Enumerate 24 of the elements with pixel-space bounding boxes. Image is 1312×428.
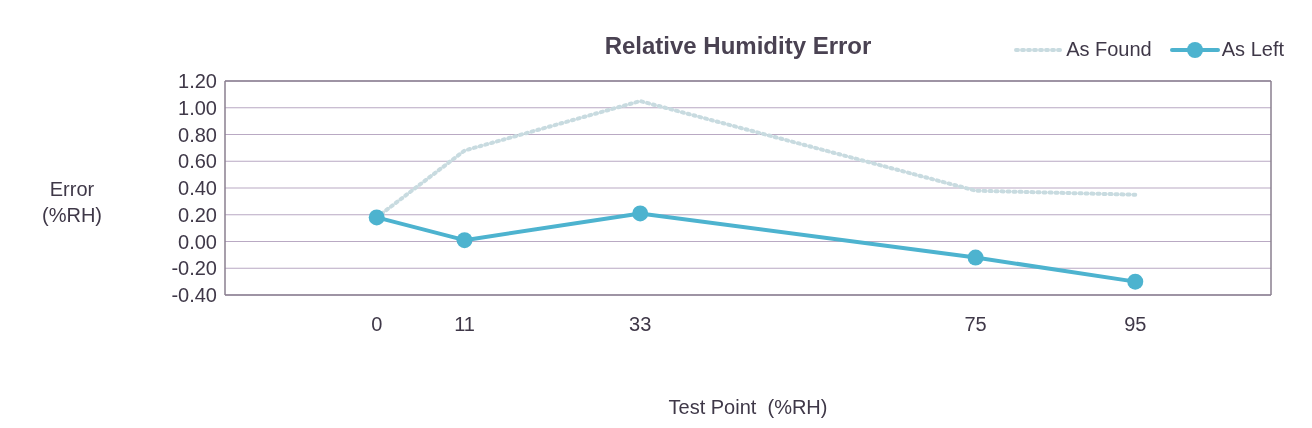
x-tick-label: 0 bbox=[371, 313, 383, 336]
x-tick-label: 33 bbox=[629, 313, 652, 336]
point bbox=[456, 232, 473, 249]
x-tick-label: 95 bbox=[1124, 313, 1147, 336]
y-tick-label: 0.60 bbox=[178, 150, 217, 173]
y-tick-label: 1.00 bbox=[178, 96, 217, 119]
y-tick-label: -0.40 bbox=[171, 284, 217, 307]
point bbox=[1127, 273, 1144, 290]
legend-label: As Found bbox=[1066, 38, 1152, 61]
y-axis-title: Error (%RH) bbox=[41, 177, 103, 228]
chart-title: Relative Humidity Error bbox=[603, 32, 873, 60]
y-tick-label: 0.80 bbox=[178, 123, 217, 146]
legend-label: As Left bbox=[1221, 38, 1284, 61]
x-axis-title: Test Point (%RH) bbox=[667, 396, 829, 419]
point bbox=[967, 249, 984, 266]
y-tick-label: 0.00 bbox=[178, 230, 217, 253]
x-tick-label: 75 bbox=[964, 313, 987, 336]
y-tick-label: 0.40 bbox=[178, 177, 217, 200]
x-tick-label: 11 bbox=[454, 313, 475, 336]
point bbox=[632, 205, 649, 222]
y-tick-label: -0.20 bbox=[171, 257, 217, 280]
y-tick-label: 0.20 bbox=[178, 203, 217, 226]
point bbox=[368, 209, 385, 226]
y-tick-label: 1.20 bbox=[178, 70, 217, 93]
